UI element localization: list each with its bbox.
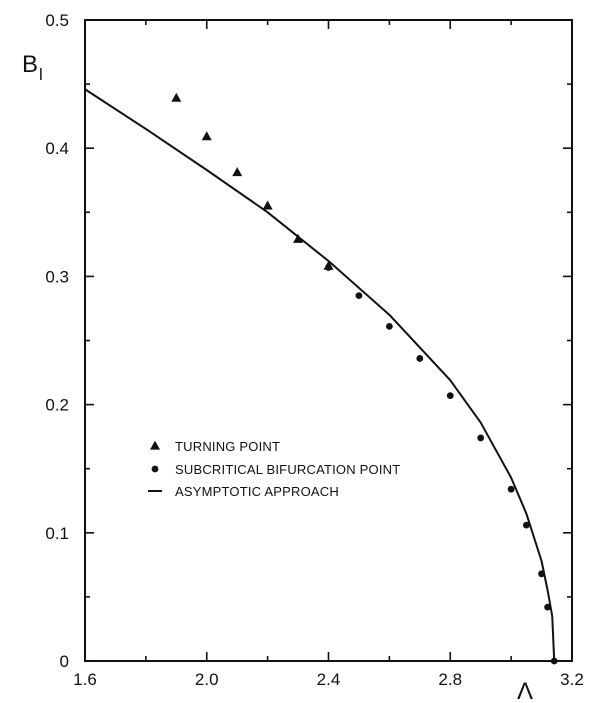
turning-point-marker: [171, 92, 182, 102]
marks-layer: [171, 92, 558, 665]
turning-point-marker: [232, 167, 243, 177]
x-tick-label: 2.0: [195, 670, 219, 689]
plot-frame: [84, 19, 573, 662]
legend: TURNING POINT SUBCRITICAL BIFURCATION PO…: [148, 439, 400, 499]
bifurcation-point-marker: [325, 264, 332, 271]
axis-titles: B l Λ: [22, 51, 533, 703]
legend-label-asymptotic-approach: ASYMPTOTIC APPROACH: [175, 484, 339, 499]
bifurcation-point-marker: [385, 322, 393, 330]
bifurcation-point-marker: [477, 434, 485, 442]
y-tick-label: 0.1: [45, 524, 69, 543]
bifurcation-point-marker: [507, 485, 515, 493]
bifurcation-point-marker: [416, 355, 424, 362]
bifurcation-point-marker: [544, 603, 552, 611]
bifurcation-point-marker: [446, 392, 454, 400]
x-axis-title: Λ: [517, 678, 533, 703]
y-tick-label: 0.3: [45, 267, 69, 286]
bifurcation-point-marker: [522, 521, 530, 529]
asymptotic-approach-line: [84, 88, 556, 662]
legend-symbol-triangle: [150, 440, 160, 450]
y-axis-title: B: [22, 51, 38, 78]
axes-layer: 1.6 2.0 2.4 2.8 3.2 0 0.1 0.2 0.3 0.4 0.5: [45, 11, 583, 689]
x-tick-label: 1.6: [73, 670, 97, 689]
x-tick-label: 2.4: [317, 670, 341, 689]
turning-point-marker: [201, 131, 212, 141]
y-tick-label: 0.2: [45, 396, 69, 415]
bifurcation-point-marker: [550, 657, 558, 665]
y-axis-title-subscript: l: [39, 65, 43, 84]
x-tick-label: 2.8: [438, 670, 462, 689]
x-tick-label: 3.2: [560, 670, 584, 689]
y-tick-label: 0: [60, 652, 69, 671]
bifurcation-point-marker: [355, 292, 363, 300]
y-tick-label: 0.4: [45, 139, 69, 158]
legend-symbol-circle: [151, 465, 159, 473]
turning-point-marker: [262, 200, 273, 210]
line-layer: [84, 88, 556, 662]
turning-point-marker: [293, 233, 304, 243]
legend-label-turning-point: TURNING POINT: [175, 439, 280, 454]
y-tick-label: 0.5: [45, 11, 69, 30]
bifurcation-point-marker: [538, 570, 545, 578]
legend-label-subcritical-bifurcation: SUBCRITICAL BIFURCATION POINT: [175, 462, 400, 477]
